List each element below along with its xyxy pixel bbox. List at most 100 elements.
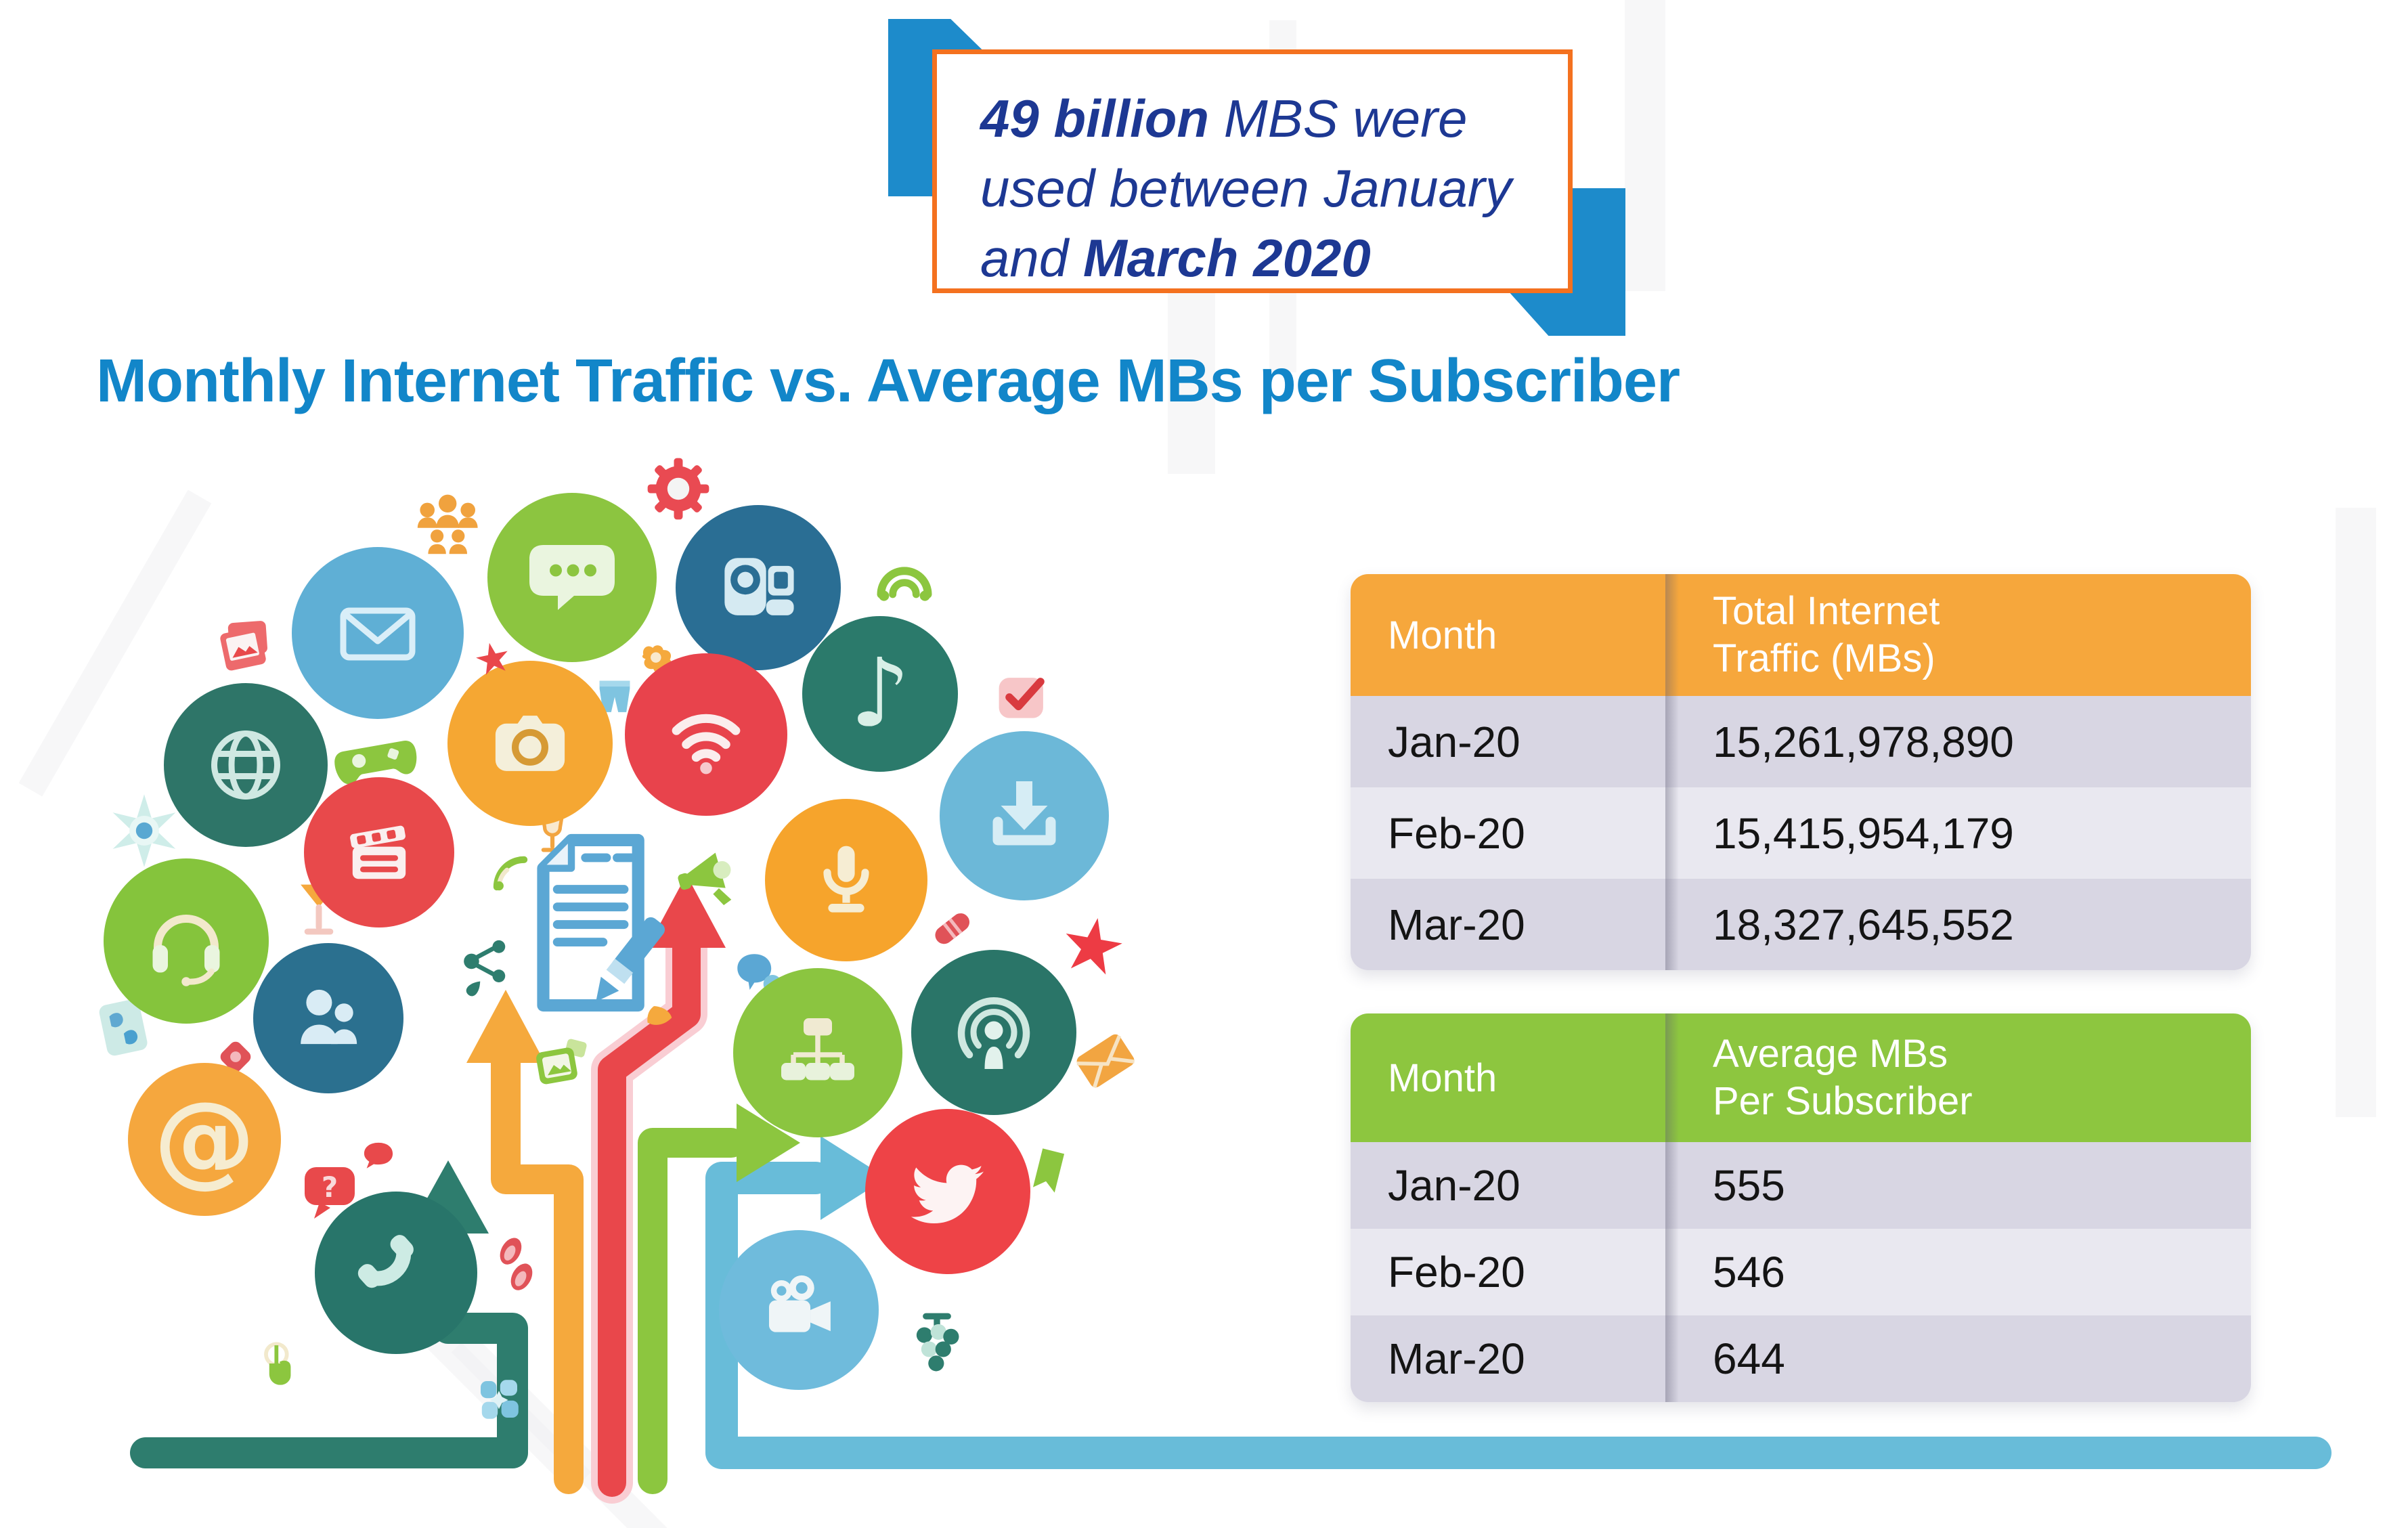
envelope-small-icon [1068,1024,1143,1101]
callout-text-3: and [980,228,1083,288]
watermark-shape [2336,508,2376,1117]
table2-header-value-line1: Average MBs [1713,1032,1948,1076]
music-note-icon: ♪ [802,616,958,772]
megaphone-icon [670,841,750,924]
music-note-glyph: ♪ [850,638,911,749]
movie-camera-icon [719,1230,879,1390]
candy-icon [924,900,981,961]
table-row: Mar-20 644 [1351,1315,2251,1402]
table1-header-value-line2: Traffic (MBs) [1713,636,1935,680]
people-group-icon [406,484,487,569]
photos-icon [206,607,288,690]
rss-icon [868,540,941,617]
callout-box: 49 billion MBS were used between January… [932,49,1573,293]
table2-row2-value: 546 [1713,1248,1785,1296]
table-row: Feb-20 15,415,954,179 [1351,787,2251,879]
callout-text-1: MBS were [1209,89,1468,148]
table1-header-value: Total Internet Traffic (MBs) [1665,574,2251,696]
table1-header-value-line1: Total Internet [1713,589,1940,633]
table2-row3-value: 644 [1713,1334,1785,1383]
chat-bubble-small-red-icon [357,1136,399,1181]
checkbox-icon [992,663,1057,732]
arrow-orange [491,1041,584,1494]
podcast-icon [911,950,1076,1115]
table2-column-divider [1665,1013,1679,1402]
clapperboard-icon [304,777,454,927]
location-diamond-icon [213,1034,258,1083]
table2-header-value-line2: Per Subscriber [1713,1079,1973,1123]
media-cards-icon [85,990,160,1069]
table2-header-value: Average MBs Per Subscriber [1665,1013,2251,1142]
game-controller-icon [330,723,421,801]
arrowhead-orange [466,990,545,1063]
arrowhead-blue [820,1136,887,1220]
arrowhead-red [647,875,726,948]
arrow-red [598,928,701,1497]
question-bubble-icon: ? [297,1159,364,1230]
table1-row1-month: Jan-20 [1388,717,1520,766]
table2-header-month: Month [1388,1055,1497,1100]
photo-stack-green-icon [527,1028,597,1101]
callout-text-2: used between January [980,158,1512,218]
microphone-icon [765,799,927,961]
watermark-shape [1625,0,1665,291]
footprints-icon [482,1231,550,1302]
camera-icon [447,661,613,826]
bookmark-icon [1021,1143,1076,1202]
table1-header-month: Month [1388,613,1497,657]
table2-row2-month: Feb-20 [1388,1248,1525,1296]
table1-row2-month: Feb-20 [1388,808,1525,858]
table2-header-row: Month Average MBs Per Subscriber [1351,1013,2251,1142]
callout-highlight-1: 49 billion [980,89,1210,148]
at-sign-glyph: @ [154,1080,255,1198]
globe-icon [164,683,328,847]
at-sign-icon: @ [128,1063,281,1216]
table-row: Feb-20 546 [1351,1229,2251,1315]
envelope-icon [292,547,464,719]
callout-highlight-2: March 2020 [1082,228,1371,288]
document-pencil-icon [501,823,677,1026]
svg-text:?: ? [322,1171,338,1204]
chat-bubble-icon [487,493,657,662]
grapes-icon [898,1305,976,1387]
shorts-icon [586,670,644,732]
table-average-mbs-per-subscriber: Month Average MBs Per Subscriber Jan-20 … [1351,1013,2251,1402]
table1-header-row: Month Total Internet Traffic (MBs) [1351,574,2251,696]
starburst-icon [103,789,185,875]
table2-row1-value: 555 [1713,1161,1785,1210]
gear-icon [642,452,715,529]
phone-handset-icon [315,1192,477,1354]
hand-cursor-icon [249,1331,314,1399]
table2-row1-month: Jan-20 [1388,1161,1520,1210]
page-title: Monthly Internet Traffic vs. Average MBs… [96,347,1680,415]
arrow-green [638,1128,746,1494]
share-nodes-icon [455,929,519,996]
wifi-icon [625,653,787,816]
twitter-bird-icon [865,1109,1030,1274]
arrowhead-green [737,1104,800,1182]
water-drop-icon [452,974,493,1018]
camcorder-icon [676,505,841,670]
headset-icon [104,858,269,1024]
pills-flower-icon [468,1369,529,1433]
table-row: Mar-20 18,327,645,552 [1351,879,2251,970]
people-icon [253,943,403,1093]
table-total-internet-traffic: Month Total Internet Traffic (MBs) Jan-2… [1351,574,2251,970]
paper-scrap-icon [629,994,686,1052]
table1-row3-month: Mar-20 [1388,900,1525,949]
table1-row1-value: 15,261,978,890 [1713,717,2014,766]
callout-line-1: 49 billion MBS were [980,84,1568,154]
org-chart-icon [733,968,902,1137]
rss-icon-small [482,845,539,905]
table1-row3-value: 18,327,645,552 [1713,900,2014,949]
table1-row2-value: 15,415,954,179 [1713,808,2014,858]
table-row: Jan-20 555 [1351,1142,2251,1229]
table1-column-divider [1665,574,1679,970]
table-row: Jan-20 15,261,978,890 [1351,696,2251,787]
callout-line-2: used between January [980,154,1568,223]
table2-row3-month: Mar-20 [1388,1334,1525,1383]
download-icon [940,731,1109,900]
star-icon-large: ★ [1052,897,1133,995]
callout-line-3: and March 2020 [980,223,1568,293]
